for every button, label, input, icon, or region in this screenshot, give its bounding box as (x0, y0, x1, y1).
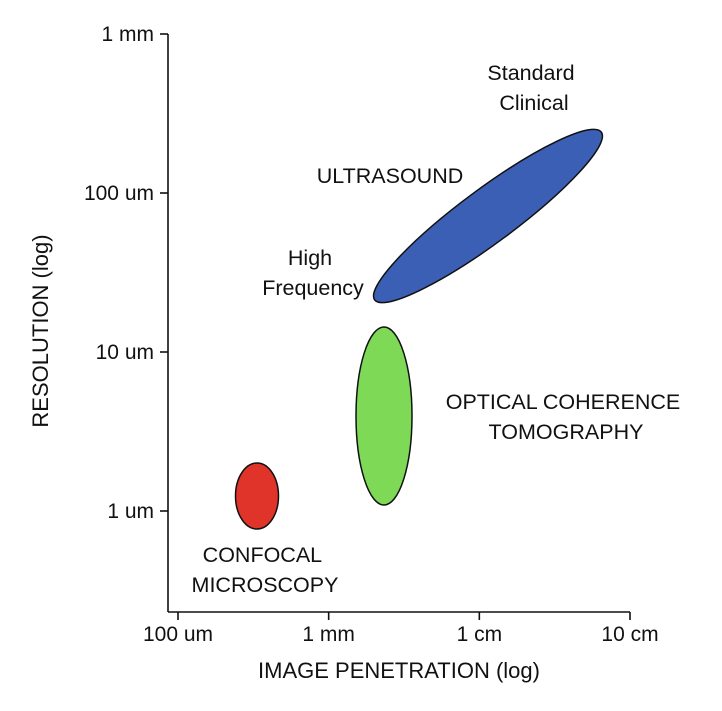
ellipse-ultrasound (372, 128, 604, 304)
x-tick-label-2: 1 cm (457, 623, 503, 646)
y-tick-label-0: 1 um (107, 500, 154, 523)
y-tick-label-2: 100 um (84, 182, 154, 205)
x-tick-label-3: 10 cm (601, 623, 658, 646)
ellipse-optical-coherence-tomography (355, 326, 413, 506)
annotation-high-frequency: High Frequency (262, 246, 364, 300)
y-tick-label-1: 10 um (96, 341, 154, 364)
y-tick-label-3: 1 mm (102, 23, 155, 46)
x-tick-label-1: 1 mm (302, 623, 355, 646)
annotation-optical-coherence-tomography: OPTICAL COHERENCE TOMOGRAPHY (446, 390, 687, 444)
annotation-ultrasound: ULTRASOUND (317, 164, 464, 188)
annotation-standard-clinical: Standard Clinical (487, 61, 580, 115)
x-tick-label-0: 100 um (143, 623, 213, 646)
y-axis-title: RESOLUTION (log) (28, 234, 53, 427)
ellipse-confocal-microscopy (234, 462, 280, 530)
annotation-confocal-microscopy: CONFOCAL MICROSCOPY (192, 543, 339, 597)
axis-ticks: 100 um 1 mm 1 cm 10 cm 1 um 10 um 100 um 1 mm (84, 23, 659, 646)
x-axis-title: IMAGE PENETRATION (log) (258, 658, 540, 683)
